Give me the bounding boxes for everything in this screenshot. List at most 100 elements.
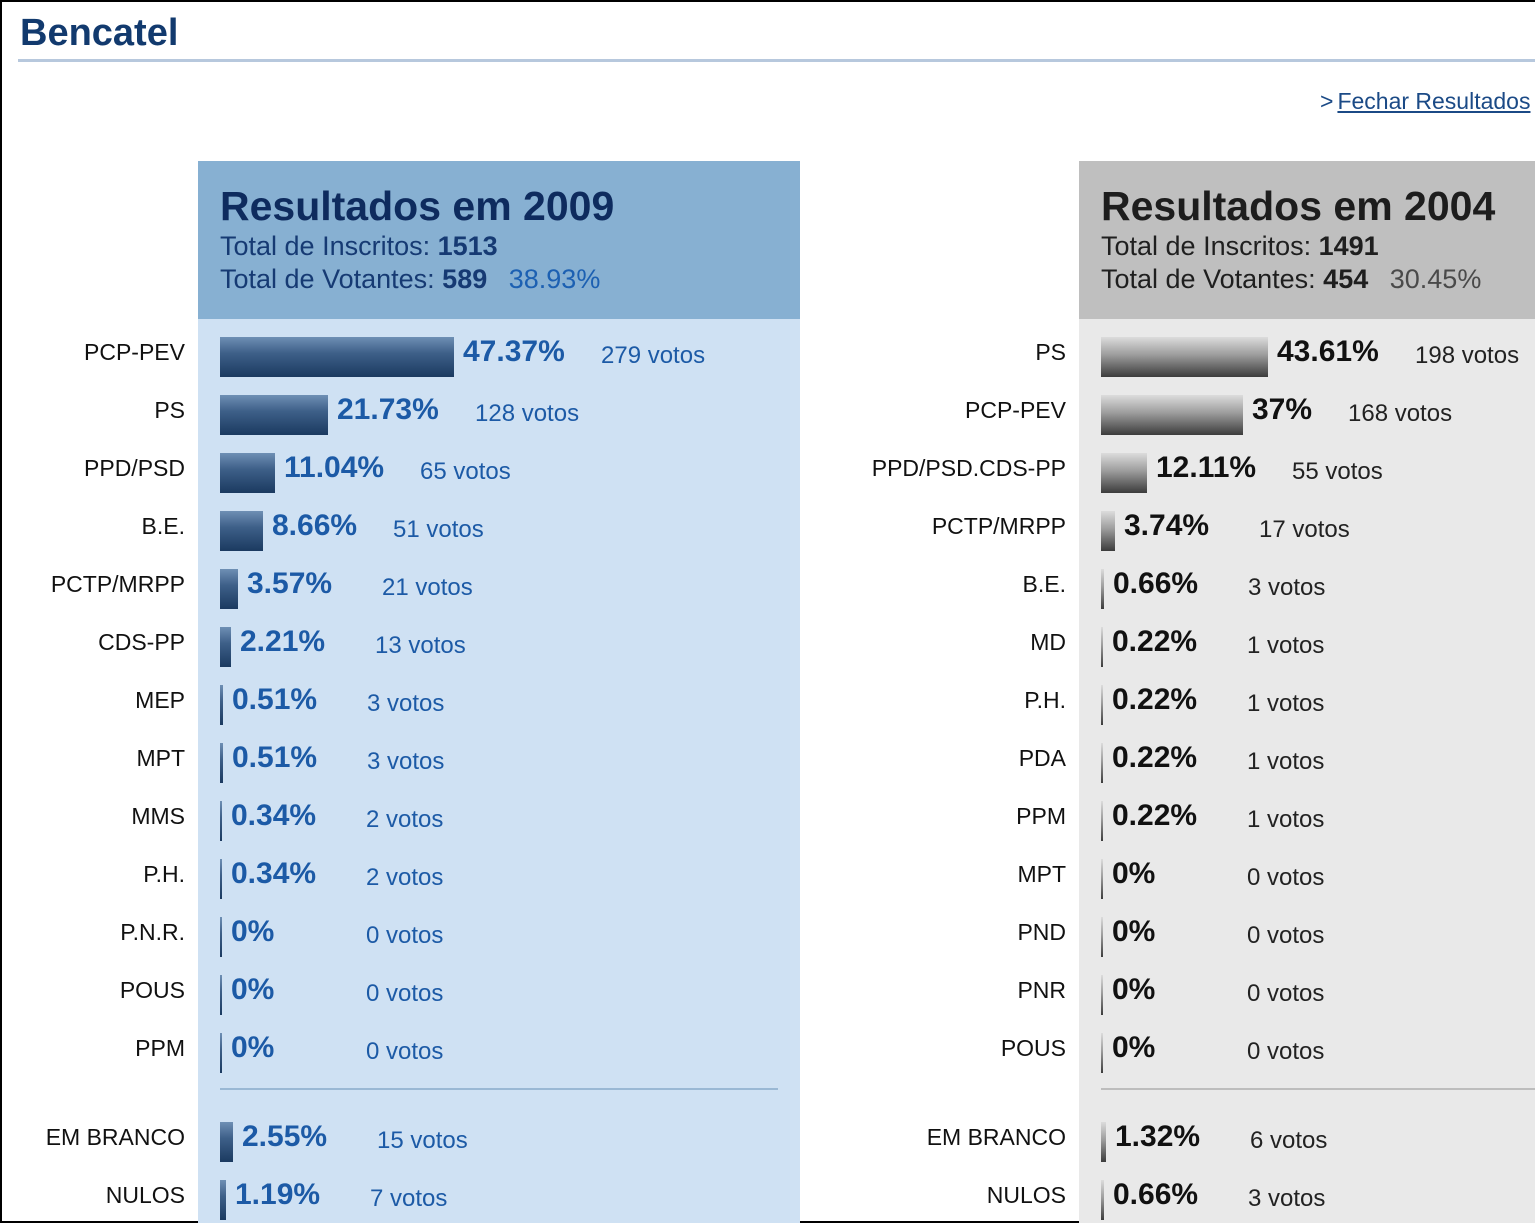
vote-count: 279 votos: [601, 342, 706, 369]
vote-percentage: 1.32%: [1115, 1120, 1201, 1153]
result-row: CDS-PP 2.21% 13 votos: [0, 617, 1535, 667]
vote-count: 0 votos: [1247, 980, 1325, 1007]
vote-percentage: 3.74%: [1124, 509, 1210, 542]
party-name: P.N.R.: [120, 919, 185, 945]
vote-count: 1 votos: [1247, 748, 1325, 775]
inscritos-value: 1513: [437, 231, 498, 261]
result-row: NULOS 0.66% 3 votos: [0, 1170, 1535, 1220]
panel-title-2004: Resultados em 2004: [1101, 183, 1496, 229]
vote-count: 0 votos: [1247, 1038, 1325, 1065]
party-name: PNR: [1017, 977, 1066, 1003]
vote-bar: [1101, 801, 1103, 841]
vote-bar: [1101, 859, 1103, 899]
vote-percentage: 2.55%: [242, 1120, 328, 1153]
vote-count: 1 votos: [1247, 632, 1325, 659]
vote-bar: [1101, 627, 1103, 667]
party-name: PPM: [135, 1035, 185, 1061]
results-divider-2009: [220, 1088, 778, 1090]
votantes-value: 589: [442, 264, 488, 294]
vote-count: 3 votos: [1248, 574, 1326, 601]
vote-bar: [1101, 395, 1243, 435]
panel-header-2004: Resultados em 2004 Total de Inscritos: 1…: [1079, 161, 1535, 319]
votantes-percentage: 30.45%: [1389, 264, 1482, 294]
vote-percentage: 0.66%: [1113, 567, 1199, 600]
vote-percentage: 0%: [231, 915, 275, 948]
vote-bar: [1101, 1180, 1104, 1220]
vote-percentage: 0%: [231, 1031, 275, 1064]
result-row: EM BRANCO 1.32% 6 votos: [0, 1112, 1535, 1162]
close-results-link[interactable]: > Fechar Resultados: [1320, 88, 1530, 115]
vote-percentage: 12.11%: [1156, 451, 1257, 484]
vote-bar: [220, 975, 222, 1015]
vote-bar: [220, 685, 223, 725]
vote-percentage: 0.66%: [1113, 1178, 1199, 1211]
result-row: EM BRANCO 2.55% 15 votos: [0, 1112, 1535, 1162]
votantes-value: 454: [1323, 264, 1369, 294]
vote-percentage: 8.66%: [272, 509, 358, 542]
vote-percentage: 0.51%: [232, 741, 318, 774]
party-name: MPT: [1017, 861, 1066, 887]
vote-bar: [220, 1180, 226, 1220]
vote-count: 0 votos: [366, 922, 444, 949]
vote-bar: [220, 859, 222, 899]
vote-count: 2 votos: [366, 864, 444, 891]
vote-count: 1 votos: [1247, 806, 1325, 833]
result-row: P.H. 0.22% 1 votos: [0, 675, 1535, 725]
vote-percentage: 0.22%: [1112, 625, 1198, 658]
frame-left-border: [0, 0, 2, 1223]
vote-bar: [1101, 743, 1103, 783]
title-divider: [18, 59, 1535, 62]
result-row: PS 21.73% 128 votos: [0, 385, 1535, 435]
vote-bar: [1101, 453, 1147, 493]
result-row: PDA 0.22% 1 votos: [0, 733, 1535, 783]
result-row: PCTP/MRPP 3.57% 21 votos: [0, 559, 1535, 609]
vote-bar: [1101, 917, 1103, 957]
vote-bar: [220, 569, 238, 609]
party-name: PS: [1035, 339, 1066, 365]
result-row: POUS 0% 0 votos: [0, 1023, 1535, 1073]
vote-bar: [1101, 569, 1104, 609]
party-name: P.H.: [143, 861, 185, 887]
vote-count: 0 votos: [366, 980, 444, 1007]
vote-bar: [220, 627, 231, 667]
vote-count: 21 votos: [382, 574, 473, 601]
vote-count: 13 votos: [375, 632, 466, 659]
party-name: PND: [1017, 919, 1066, 945]
result-row: NULOS 1.19% 7 votos: [0, 1170, 1535, 1220]
close-results-label: Fechar Resultados: [1337, 88, 1531, 114]
vote-bar: [220, 511, 263, 551]
vote-percentage: 0%: [1112, 857, 1156, 890]
result-row: P.H. 0.34% 2 votos: [0, 849, 1535, 899]
result-row: MPT 0% 0 votos: [0, 849, 1535, 899]
vote-bar: [220, 337, 454, 377]
party-name: B.E.: [1022, 571, 1066, 597]
result-row: PCP-PEV 47.37% 279 votos: [0, 327, 1535, 377]
vote-percentage: 21.73%: [337, 393, 439, 426]
vote-count: 0 votos: [366, 1038, 444, 1065]
result-row: POUS 0% 0 votos: [0, 965, 1535, 1015]
votantes-line-2004: Total de Votantes: 454 30.45%: [1101, 264, 1481, 295]
vote-count: 0 votos: [1247, 864, 1325, 891]
result-row: PPM 0% 0 votos: [0, 1023, 1535, 1073]
result-row: PPD/PSD 11.04% 65 votos: [0, 443, 1535, 493]
vote-bar: [220, 453, 275, 493]
result-row: MMS 0.34% 2 votos: [0, 791, 1535, 841]
inscritos-line-2009: Total de Inscritos: 1513: [220, 231, 498, 262]
vote-count: 1 votos: [1247, 690, 1325, 717]
vote-percentage: 0.22%: [1112, 741, 1198, 774]
votantes-line-2009: Total de Votantes: 589 38.93%: [220, 264, 600, 295]
party-name: PDA: [1018, 745, 1066, 771]
vote-percentage: 0%: [1112, 973, 1156, 1006]
vote-bar: [220, 1122, 233, 1162]
vote-count: 3 votos: [367, 748, 445, 775]
vote-count: 3 votos: [367, 690, 445, 717]
result-row: PNR 0% 0 votos: [0, 965, 1535, 1015]
inscritos-value: 1491: [1318, 231, 1379, 261]
inscritos-label: Total de Inscritos:: [1101, 231, 1312, 261]
vote-count: 198 votos: [1415, 342, 1520, 369]
party-name: PS: [154, 397, 185, 423]
party-name: EM BRANCO: [45, 1124, 185, 1150]
vote-bar: [1101, 1122, 1106, 1162]
party-name: NULOS: [986, 1182, 1066, 1208]
panel-title-2009: Resultados em 2009: [220, 183, 615, 229]
